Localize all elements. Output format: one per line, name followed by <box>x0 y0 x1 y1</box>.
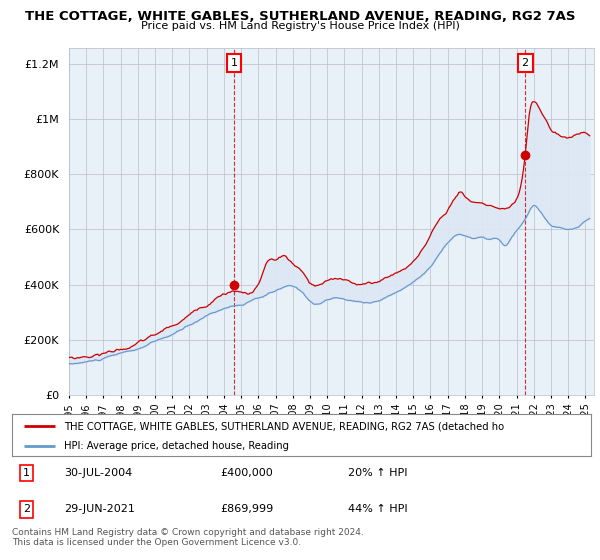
Text: 29-JUN-2021: 29-JUN-2021 <box>64 505 135 515</box>
Text: 20% ↑ HPI: 20% ↑ HPI <box>348 468 407 478</box>
Text: 2: 2 <box>23 505 30 515</box>
Text: Contains HM Land Registry data © Crown copyright and database right 2024.
This d: Contains HM Land Registry data © Crown c… <box>12 528 364 547</box>
Text: £400,000: £400,000 <box>220 468 273 478</box>
Text: THE COTTAGE, WHITE GABLES, SUTHERLAND AVENUE, READING, RG2 7AS: THE COTTAGE, WHITE GABLES, SUTHERLAND AV… <box>25 10 575 23</box>
Text: £869,999: £869,999 <box>220 505 274 515</box>
Text: 44% ↑ HPI: 44% ↑ HPI <box>348 505 407 515</box>
Text: 2: 2 <box>521 58 529 68</box>
Text: Price paid vs. HM Land Registry's House Price Index (HPI): Price paid vs. HM Land Registry's House … <box>140 21 460 31</box>
Text: 1: 1 <box>23 468 30 478</box>
Text: THE COTTAGE, WHITE GABLES, SUTHERLAND AVENUE, READING, RG2 7AS (detached ho: THE COTTAGE, WHITE GABLES, SUTHERLAND AV… <box>64 421 504 431</box>
Text: 30-JUL-2004: 30-JUL-2004 <box>64 468 133 478</box>
Text: 1: 1 <box>230 58 238 68</box>
Text: HPI: Average price, detached house, Reading: HPI: Average price, detached house, Read… <box>64 441 289 451</box>
